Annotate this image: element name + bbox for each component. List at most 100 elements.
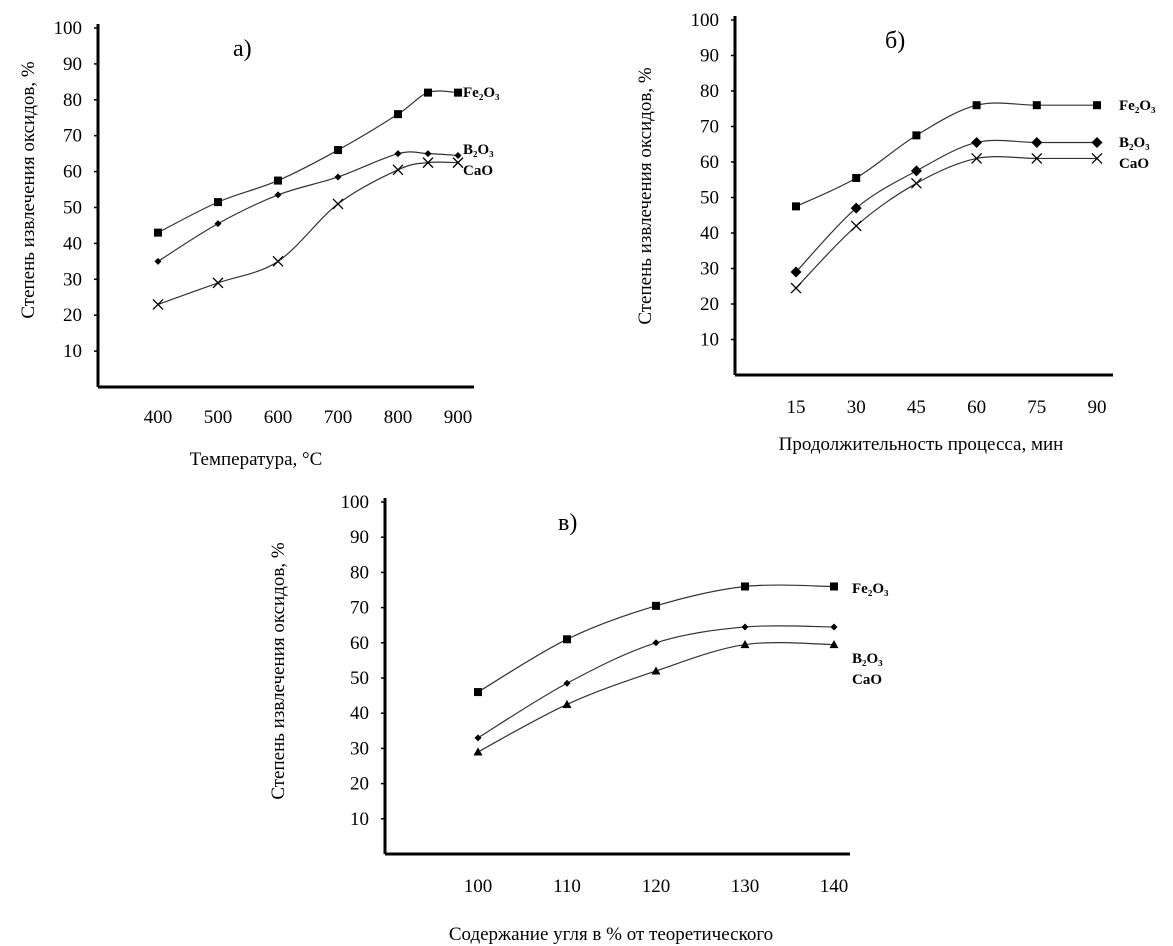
x-tick-label: 600 [264,407,293,428]
series-label: B₂O₃ [463,142,494,158]
data-point-diamond [274,191,282,199]
series-label: CaO [1119,156,1149,172]
series-line [157,90,459,234]
data-point-diamond [1031,136,1043,148]
y-tick-label: 40 [700,223,719,244]
series-line [157,161,459,305]
y-axis-label: Степень извлечения оксидов, % [18,61,39,318]
data-point-square [274,176,282,185]
x-tick-label: 30 [847,397,866,418]
x-axis-label: Содержание угля в % от теоретического [449,924,773,945]
y-tick-label: 50 [63,198,82,219]
y-tick-label: 60 [350,633,369,654]
data-point-diamond [394,150,402,158]
y-tick-label: 40 [350,703,369,724]
chart-panel: 10 20 30 40 50 60 70 80 90 100 400 500 600 700 800 900 Т… [18,18,500,470]
data-point-square [563,635,571,644]
data-point-diamond [971,136,983,148]
x-tick-label: 120 [642,876,671,897]
data-point-cross [790,282,802,294]
y-tick-label: 90 [350,527,369,548]
series-label: Fe₂O₃ [1119,98,1156,114]
x-tick-label: 130 [731,876,760,897]
y-tick-label: 60 [63,162,82,183]
x-tick-label: 110 [553,876,581,897]
data-point-cross [910,177,922,189]
y-tick-label: 20 [63,305,82,326]
x-tick-label: 75 [1027,397,1046,418]
y-tick-label: 100 [341,492,370,513]
x-tick-label: 45 [907,397,926,418]
y-tick-label: 70 [63,126,82,147]
y-tick-label: 30 [63,269,82,290]
y-tick-label: 80 [63,90,82,111]
data-point-diamond [154,257,162,265]
data-point-diamond [830,623,838,631]
panel-label: б) [885,28,905,54]
y-tick-label: 50 [700,188,719,209]
data-point-cross [422,157,434,169]
y-tick-label: 20 [700,294,719,315]
y-tick-label: 10 [63,341,82,362]
y-tick-label: 80 [350,562,369,583]
data-point-diamond [563,679,571,687]
data-point-diamond [741,623,749,631]
y-tick-label: 30 [700,259,719,280]
data-point-cross [332,198,344,210]
y-tick-label: 10 [700,330,719,351]
data-point-diamond [474,734,482,742]
series-line [795,139,1097,273]
data-point-diamond [1091,136,1103,148]
y-tick-label: 100 [54,18,83,39]
data-point-square [652,601,660,610]
data-point-cross [850,220,862,232]
data-point-square [792,202,800,211]
data-point-square [912,131,921,140]
series-label: CaO [852,672,882,688]
data-point-diamond [454,151,462,159]
x-tick-label: 400 [144,407,173,428]
data-point-cross [1031,152,1043,164]
data-point-square [474,688,482,697]
y-tick-label: 50 [350,668,369,689]
y-axis-label: Степень извлечения оксидов, % [635,67,656,324]
x-tick-label: 15 [787,397,806,418]
x-tick-label: 140 [820,876,849,897]
chart-panel: 10 20 30 40 50 60 70 80 90 100 100 110 120 130 140 Соде… [268,492,889,945]
data-point-cross [212,277,224,289]
series-label: Fe₂O₃ [852,581,889,597]
series-label: B₂O₃ [852,651,883,667]
data-point-cross [272,255,284,267]
data-point-square [214,198,222,207]
data-point-cross [452,157,464,169]
panel-label: в) [558,510,577,536]
series-line [477,584,835,693]
data-point-square [454,88,462,97]
y-tick-label: 10 [350,809,369,830]
series-label: Fe₂O₃ [463,85,500,101]
y-tick-label: 70 [700,117,719,138]
data-point-square [424,88,432,97]
data-point-cross [971,152,983,164]
x-tick-label: 500 [204,407,233,428]
data-point-triangle [740,640,750,649]
data-point-square [394,110,402,119]
y-tick-label: 90 [63,54,82,75]
x-tick-label: 900 [444,407,473,428]
data-point-cross [1091,152,1103,164]
x-axis-label: Продолжительность процесса, мин [779,434,1064,455]
x-tick-label: 800 [384,407,413,428]
x-tick-label: 700 [324,407,353,428]
y-axis-label: Степень извлечения оксидов, % [268,542,289,799]
chart-panel: 10 20 30 40 50 60 70 80 90 100 15 30 45 60 75 90 Продолж… [635,10,1156,455]
data-point-diamond [910,165,922,177]
data-point-diamond [652,639,660,647]
series-label: CaO [463,163,493,179]
data-point-triangle [651,666,661,675]
x-tick-label: 100 [464,876,493,897]
x-axis-label: Температура, °C [190,449,323,470]
data-point-square [830,582,838,591]
data-point-cross [152,298,164,310]
data-point-diamond [790,266,802,278]
